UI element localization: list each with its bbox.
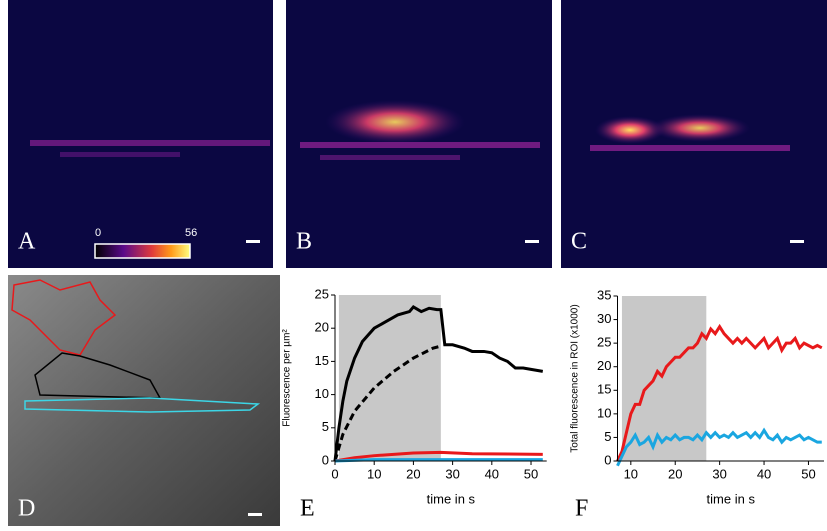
series-line	[334, 450, 543, 463]
y-tick-label: 20	[597, 358, 611, 373]
x-tick-label: 20	[406, 466, 420, 481]
x-tick-label: 40	[757, 466, 771, 481]
y-tick-label: 15	[315, 353, 329, 368]
x-tick-label: 20	[668, 466, 682, 481]
x-tick-label: 50	[801, 466, 815, 481]
x-tick-label: 30	[712, 466, 726, 481]
panel-label: F	[575, 496, 588, 522]
y-axis-label: Total fluorescence in ROI (x1000)	[570, 304, 581, 452]
y-tick-label: 25	[597, 335, 611, 350]
panel-c: C	[561, 0, 827, 268]
x-tick-label: 40	[485, 466, 499, 481]
y-tick-label: 10	[597, 405, 611, 420]
y-tick-label: 30	[597, 311, 611, 326]
y-tick-label: 15	[597, 382, 611, 397]
panel-label: B	[296, 229, 312, 255]
y-tick-label: 5	[604, 429, 611, 444]
y-tick-label: 10	[315, 386, 329, 401]
y-tick-label: 25	[315, 286, 329, 301]
panel-label: C	[571, 229, 587, 255]
y-tick-label: 35	[597, 287, 611, 302]
y-tick-label: 0	[322, 452, 329, 467]
series-line	[616, 323, 823, 462]
x-axis-label: time in s	[707, 491, 756, 506]
shaded-region	[338, 295, 441, 461]
panel-label: E	[300, 496, 315, 522]
panel-a: A 0 56	[8, 0, 273, 268]
panel-b: B	[286, 0, 552, 268]
series-line	[616, 427, 822, 467]
x-tick-label: 50	[524, 466, 538, 481]
panel-label: A	[18, 229, 36, 255]
y-axis-label: Fluorescence per µm²	[282, 329, 293, 427]
colorbar-min: 0	[95, 227, 101, 239]
panel-label: D	[18, 496, 35, 522]
y-tick-label: 0	[604, 452, 611, 467]
colorbar-max: 56	[185, 227, 197, 239]
y-tick-label: 5	[322, 419, 329, 434]
x-tick-label: 10	[367, 466, 381, 481]
y-tick-label: 20	[315, 320, 329, 335]
x-tick-label: 30	[445, 466, 459, 481]
panel-d: D	[8, 275, 280, 526]
series-line	[333, 305, 544, 462]
x-tick-label: 0	[331, 466, 338, 481]
x-axis-label: time in s	[427, 491, 476, 506]
x-tick-label: 10	[624, 466, 638, 481]
